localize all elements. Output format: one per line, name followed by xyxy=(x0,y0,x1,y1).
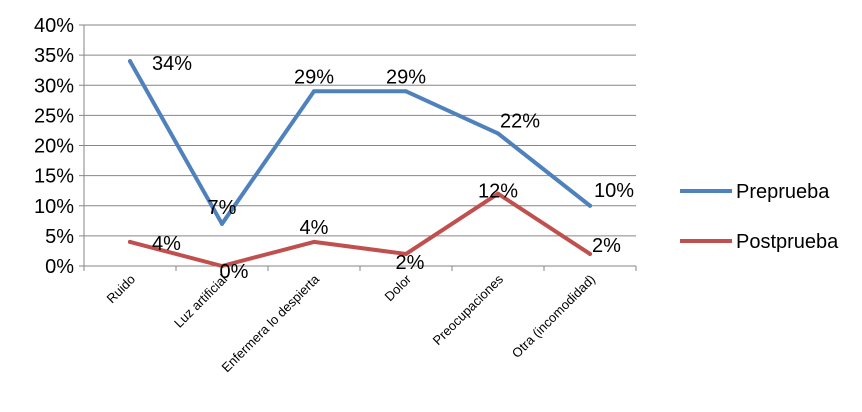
data-point xyxy=(128,239,132,244)
data-point xyxy=(404,251,408,256)
data-label: 12% xyxy=(478,181,518,203)
series-line-postprueba xyxy=(128,191,592,268)
y-tick-label: 0% xyxy=(45,256,74,278)
legend-label: Postprueba xyxy=(736,231,839,253)
x-tick-label: Dolor xyxy=(382,271,415,304)
y-tick-label: 40% xyxy=(34,15,74,37)
data-label: 4% xyxy=(152,233,181,255)
data-point xyxy=(220,221,224,226)
y-tick-label: 5% xyxy=(45,226,74,248)
y-tick-label: 30% xyxy=(34,75,74,97)
y-tick-label: 15% xyxy=(34,166,74,188)
data-point xyxy=(496,191,500,196)
data-point xyxy=(312,89,316,94)
legend-label: Preprueba xyxy=(736,181,830,203)
data-label: 29% xyxy=(294,66,334,88)
series-line-preprueba xyxy=(128,59,592,226)
data-label: 0% xyxy=(220,261,249,283)
series-group xyxy=(128,59,592,268)
y-tick-label: 25% xyxy=(34,105,74,127)
data-point xyxy=(588,251,592,256)
data-label: 2% xyxy=(396,252,425,274)
y-tick-label: 20% xyxy=(34,136,74,158)
legend: Preprueba Postprueba xyxy=(680,181,839,253)
data-label: 22% xyxy=(500,110,540,132)
data-label: 7% xyxy=(208,197,237,219)
x-tick-label: Otra (incomodidad) xyxy=(509,272,598,361)
y-axis: 0% 5% 10% 15% 20% 25% 30% 35% 40% xyxy=(34,15,85,278)
data-point xyxy=(220,264,224,268)
data-label: 2% xyxy=(592,235,621,257)
x-tick-label: Enfermera lo despierta xyxy=(219,271,323,375)
x-tick-label: Preocupaciones xyxy=(430,271,507,348)
data-label: 4% xyxy=(300,217,329,239)
data-point xyxy=(588,203,592,208)
data-point xyxy=(128,59,132,64)
x-tick-label: Ruido xyxy=(103,272,138,307)
data-point xyxy=(312,239,316,244)
data-point xyxy=(404,89,408,94)
data-labels: 34% 7% 29% 29% 22% 10% 4% 0% 4% 2% 12% 2% xyxy=(152,53,634,283)
data-label: 34% xyxy=(152,53,192,75)
data-point xyxy=(496,131,500,136)
y-tick-label: 10% xyxy=(34,196,74,218)
data-label: 10% xyxy=(594,180,634,202)
y-tick-label: 35% xyxy=(34,45,74,67)
data-label: 29% xyxy=(386,66,426,88)
